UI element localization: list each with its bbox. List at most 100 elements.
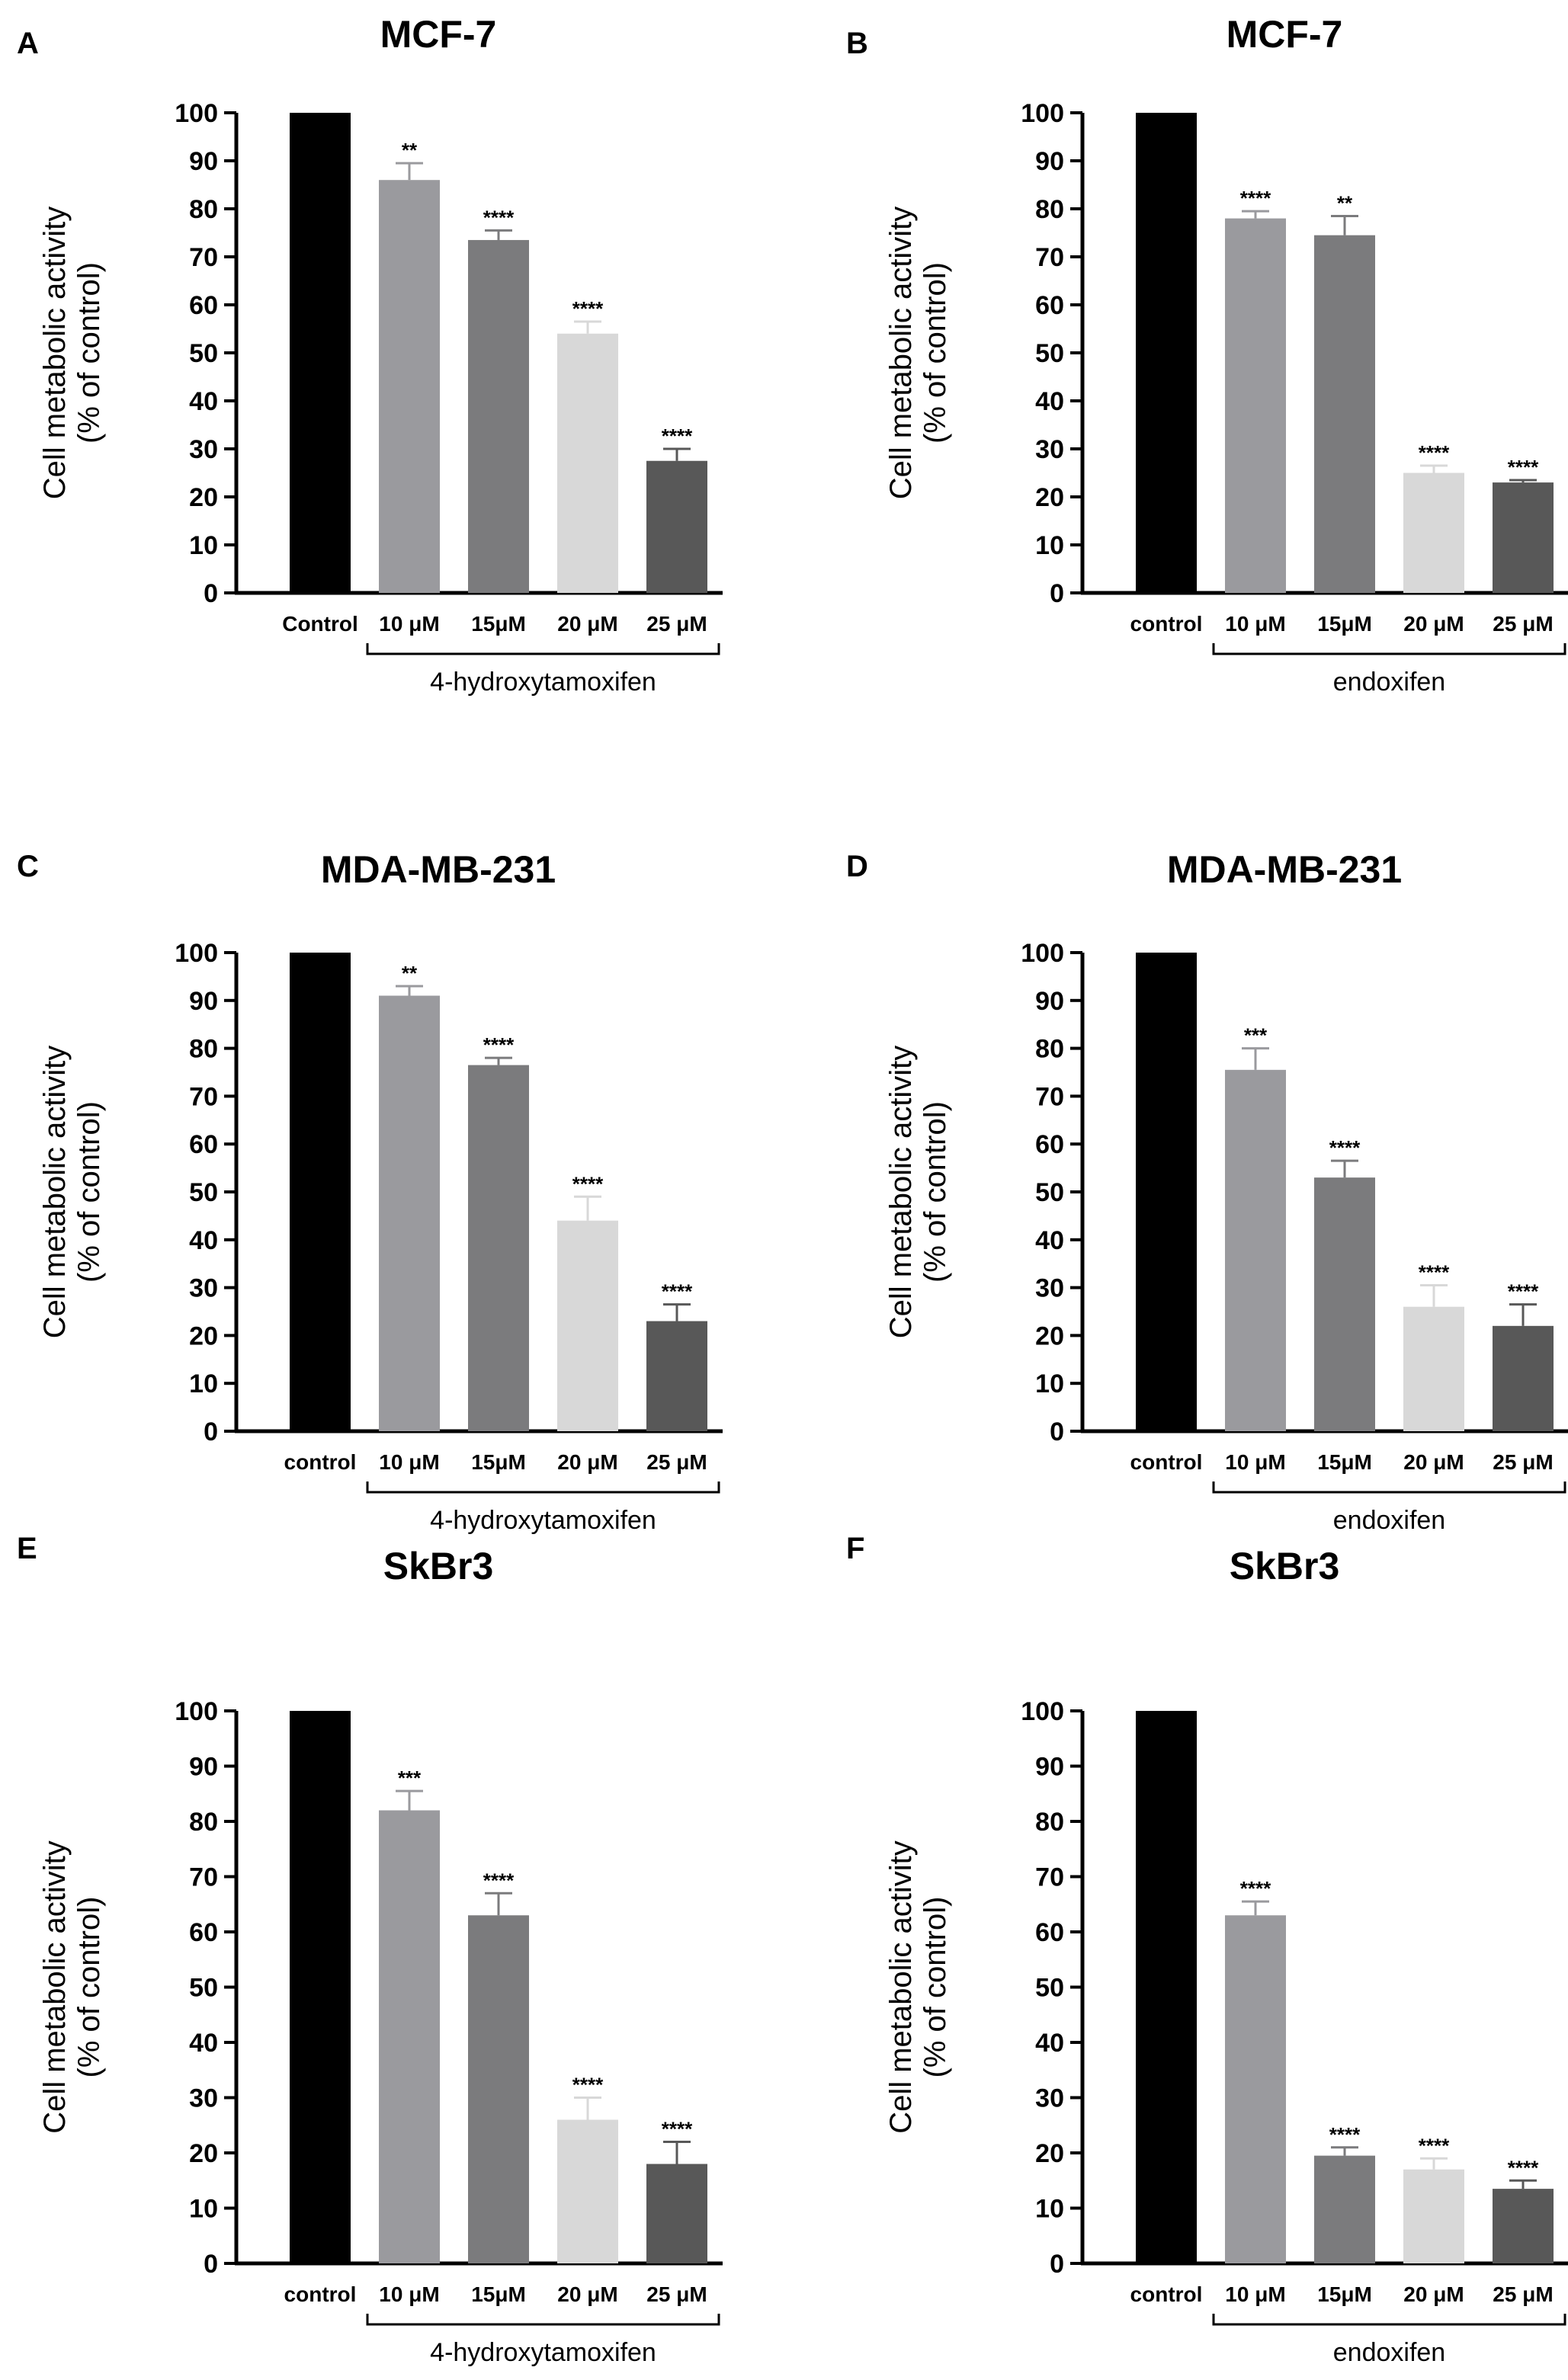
- significance-marker: ****: [483, 206, 515, 229]
- bar-control: [290, 113, 351, 593]
- chart-title: MDA-MB-231: [321, 848, 556, 891]
- x-tick-label: 20 μM: [557, 612, 617, 636]
- significance-marker: ****: [483, 1869, 515, 1892]
- bar-dose-3: [557, 333, 618, 593]
- y-tick-label: 70: [189, 1863, 218, 1892]
- y-tick-label: 10: [1035, 531, 1064, 560]
- bar-dose-3: [1403, 1306, 1464, 1431]
- bar-dose-1: [1225, 1915, 1286, 2263]
- significance-marker: ****: [483, 1033, 515, 1056]
- y-tick-label: 100: [1021, 99, 1064, 128]
- y-axis-label-line2: (% of control): [919, 1897, 952, 2078]
- y-tick-label: 20: [189, 1321, 218, 1350]
- y-tick-label: 0: [204, 2250, 218, 2279]
- x-tick-label: 15μM: [1317, 2282, 1372, 2306]
- y-tick-label: 60: [189, 1130, 218, 1159]
- group-bracket: [366, 643, 720, 655]
- significance-marker: ****: [1419, 2134, 1450, 2157]
- y-tick-label: 100: [175, 1697, 218, 1726]
- x-tick-label: 15μM: [1317, 1450, 1372, 1474]
- group-bracket: [366, 2314, 720, 2326]
- x-tick-label: 20 μM: [1403, 1450, 1464, 1474]
- group-label: endoxifen: [1333, 668, 1445, 697]
- y-tick-label: 40: [189, 1226, 218, 1255]
- y-axis-label-line2: (% of control): [72, 1897, 106, 2078]
- panel-letter: C: [17, 850, 39, 883]
- significance-marker: ****: [1329, 1136, 1361, 1159]
- significance-marker: ****: [572, 297, 604, 320]
- y-tick-label: 40: [1035, 1226, 1064, 1255]
- bar-dose-2: [468, 239, 529, 593]
- bar-dose-1: [379, 180, 440, 593]
- y-tick-label: 20: [1035, 483, 1064, 512]
- y-tick-label: 70: [189, 243, 218, 272]
- bar-control: [290, 953, 351, 1431]
- y-tick-label: 20: [189, 483, 218, 512]
- x-tick-label: control: [284, 2282, 357, 2306]
- chart-panel-f: F SkBr3 Cell metabolic activity (% of contr…: [846, 1532, 1568, 2367]
- significance-marker: ****: [1508, 1280, 1539, 1303]
- bar-dose-4: [646, 1321, 707, 1431]
- y-tick-label: 60: [1035, 1918, 1064, 1947]
- x-tick-label: 10 μM: [1225, 612, 1285, 636]
- bar-control: [1136, 953, 1197, 1431]
- y-tick-label: 60: [1035, 291, 1064, 320]
- x-tick-label: 20 μM: [557, 2282, 617, 2306]
- x-tick-label: 20 μM: [1403, 612, 1464, 636]
- significance-marker: ****: [1240, 1877, 1271, 1900]
- bar-dose-1: [379, 995, 440, 1431]
- group-label: 4-hydroxytamoxifen: [430, 2338, 656, 2367]
- y-axis-label-line1: Cell metabolic activity: [38, 1840, 72, 2134]
- y-axis-label-line2: (% of control): [919, 262, 952, 444]
- group-bracket: [1212, 1481, 1566, 1494]
- chart-panel-e: E SkBr3 Cell metabolic activity (% of contr…: [17, 1532, 723, 2367]
- bar-control: [290, 1711, 351, 2263]
- y-tick-label: 90: [1035, 147, 1064, 176]
- bar-dose-3: [557, 1220, 618, 1431]
- y-tick-label: 80: [189, 1035, 218, 1064]
- y-tick-label: 0: [1050, 579, 1064, 608]
- bar-dose-4: [646, 460, 707, 593]
- bar-dose-3: [1403, 472, 1464, 593]
- x-tick-label: 25 μM: [1493, 1450, 1553, 1474]
- panel-letter: A: [17, 27, 39, 60]
- y-axis-label-line1: Cell metabolic activity: [884, 207, 918, 500]
- y-tick-label: 10: [189, 531, 218, 560]
- x-tick-label: 20 μM: [1403, 2282, 1464, 2306]
- y-axis-label-line1: Cell metabolic activity: [884, 1046, 918, 1339]
- y-axis-label-line2: (% of control): [919, 1101, 952, 1283]
- bar-control: [1136, 1711, 1197, 2263]
- significance-marker: **: [402, 962, 418, 985]
- y-tick-label: 70: [189, 1082, 218, 1111]
- bar-dose-2: [1314, 235, 1375, 593]
- bar-dose-1: [1225, 218, 1286, 593]
- group-label: 4-hydroxytamoxifen: [430, 668, 656, 697]
- significance-marker: ***: [398, 1767, 422, 1789]
- x-tick-label: control: [1130, 2282, 1203, 2306]
- significance-marker: ****: [1240, 187, 1271, 210]
- y-tick-label: 70: [1035, 243, 1064, 272]
- y-tick-label: 50: [189, 1178, 218, 1207]
- y-tick-label: 70: [1035, 1082, 1064, 1111]
- y-tick-label: 80: [1035, 1808, 1064, 1837]
- group-label: 4-hydroxytamoxifen: [430, 1506, 656, 1535]
- bar-dose-2: [468, 1065, 529, 1431]
- group-bracket: [1212, 643, 1566, 655]
- panel-letter: E: [17, 1532, 37, 1565]
- y-tick-label: 90: [189, 147, 218, 176]
- significance-marker: ***: [1244, 1024, 1268, 1047]
- bar-dose-2: [1314, 1177, 1375, 1431]
- y-tick-label: 90: [189, 987, 218, 1016]
- y-tick-label: 30: [1035, 1274, 1064, 1303]
- y-axis-label-line2: (% of control): [72, 262, 106, 444]
- significance-marker: ****: [662, 1280, 693, 1303]
- significance-marker: ****: [572, 1172, 604, 1195]
- x-tick-label: 10 μM: [1225, 2282, 1285, 2306]
- y-tick-label: 10: [1035, 1369, 1064, 1398]
- y-tick-label: 30: [189, 2084, 218, 2113]
- x-tick-label: control: [284, 1450, 357, 1474]
- x-tick-label: 25 μM: [646, 612, 707, 636]
- x-tick-label: 15μM: [471, 2282, 526, 2306]
- chart-panel-d: D MDA-MB-231 Cell metabolic activity (% of …: [846, 848, 1568, 1535]
- x-tick-label: 15μM: [1317, 612, 1372, 636]
